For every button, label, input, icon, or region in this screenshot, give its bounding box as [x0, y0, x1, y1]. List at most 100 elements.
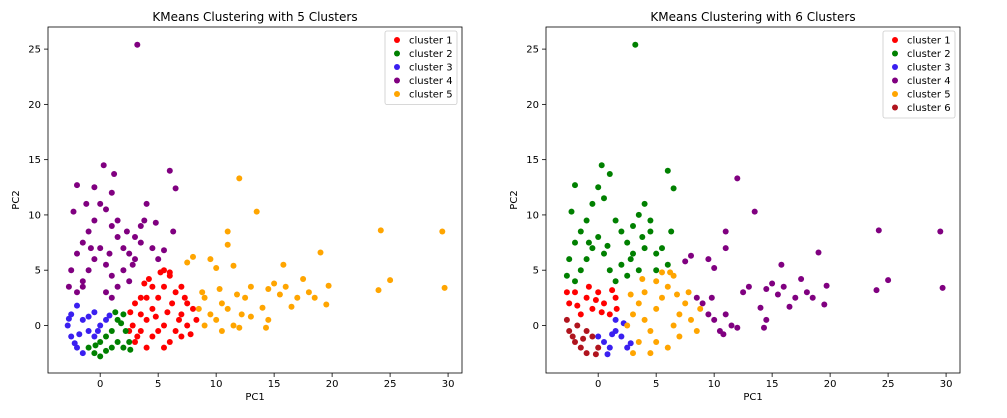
data-point — [606, 267, 613, 274]
data-point — [236, 324, 243, 331]
data-point — [152, 313, 159, 320]
series-4 — [65, 41, 179, 301]
data-point — [216, 286, 223, 292]
data-point — [780, 283, 787, 290]
data-point — [612, 316, 619, 323]
legend-marker — [892, 77, 898, 84]
x-tick-label: 10 — [708, 379, 721, 390]
y-tick-label: 10 — [526, 210, 539, 221]
data-point — [91, 309, 98, 316]
data-point — [647, 328, 654, 334]
data-point — [137, 311, 144, 318]
data-point — [143, 294, 150, 301]
data-point — [103, 206, 109, 213]
data-point — [74, 182, 80, 189]
legend-entry: cluster 3 — [907, 63, 951, 74]
data-point — [97, 322, 104, 329]
data-point — [627, 340, 634, 347]
data-point — [118, 320, 125, 327]
series-6 — [563, 316, 602, 358]
data-point — [809, 294, 816, 301]
data-point — [236, 175, 243, 182]
x-tick-label: 20 — [326, 379, 339, 390]
data-point — [583, 328, 590, 334]
data-point — [583, 217, 590, 224]
data-point — [141, 217, 148, 224]
data-point — [604, 351, 611, 358]
data-point — [85, 228, 92, 235]
data-point — [161, 344, 167, 351]
data-point — [152, 219, 159, 226]
data-point — [618, 261, 625, 268]
data-point — [149, 305, 156, 312]
data-point — [242, 294, 249, 301]
data-point — [705, 256, 712, 263]
data-point — [595, 333, 602, 340]
data-point — [161, 322, 167, 329]
data-point — [70, 208, 77, 215]
data-point — [166, 339, 173, 345]
data-point — [574, 302, 581, 309]
data-point — [659, 245, 665, 252]
data-point — [563, 316, 570, 323]
data-point — [821, 301, 828, 308]
data-point — [630, 223, 636, 229]
data-point — [143, 316, 150, 323]
data-point — [176, 316, 182, 323]
data-point — [134, 333, 141, 340]
data-point — [120, 267, 127, 274]
data-point — [612, 294, 619, 301]
data-point — [577, 344, 584, 351]
x-tick-label: 0 — [97, 379, 103, 390]
data-point — [108, 223, 115, 229]
data-point — [720, 331, 727, 338]
data-point — [184, 300, 191, 307]
data-point — [635, 339, 642, 345]
data-point — [699, 300, 706, 307]
data-point — [641, 245, 648, 252]
data-point — [184, 322, 191, 329]
data-point — [653, 305, 660, 312]
data-point — [207, 311, 214, 318]
y-tick-label: 5 — [35, 266, 41, 277]
data-point — [123, 228, 130, 235]
data-point — [659, 294, 665, 301]
data-point — [149, 333, 156, 340]
data-point — [624, 344, 631, 351]
data-point — [106, 250, 113, 257]
data-point — [193, 316, 200, 323]
data-point — [288, 303, 295, 310]
data-point — [583, 350, 590, 357]
legend-entry: cluster 4 — [907, 76, 951, 87]
data-point — [664, 283, 671, 290]
data-point — [585, 239, 592, 246]
data-point — [247, 313, 254, 320]
data-point — [585, 283, 592, 290]
data-point — [253, 208, 260, 215]
data-point — [566, 256, 573, 263]
data-point — [143, 344, 150, 351]
data-point — [155, 328, 162, 334]
data-point — [572, 239, 578, 246]
data-point — [172, 328, 179, 334]
data-point — [184, 259, 191, 266]
data-point — [103, 289, 109, 296]
data-point — [103, 316, 109, 323]
data-point — [601, 339, 607, 345]
data-point — [74, 250, 80, 257]
legend-entry: cluster 1 — [409, 36, 453, 47]
data-point — [129, 322, 136, 329]
data-point — [112, 309, 119, 316]
chart-title: KMeans Clustering with 5 Clusters — [152, 10, 357, 24]
data-point — [97, 339, 104, 345]
data-point — [71, 340, 78, 347]
data-point — [592, 351, 599, 358]
plot-frame — [545, 26, 961, 374]
data-point — [574, 322, 581, 329]
data-point — [91, 217, 98, 224]
data-point — [161, 283, 167, 290]
data-point — [572, 278, 578, 285]
data-point — [311, 294, 318, 301]
data-point — [169, 300, 176, 307]
data-point — [126, 278, 133, 285]
